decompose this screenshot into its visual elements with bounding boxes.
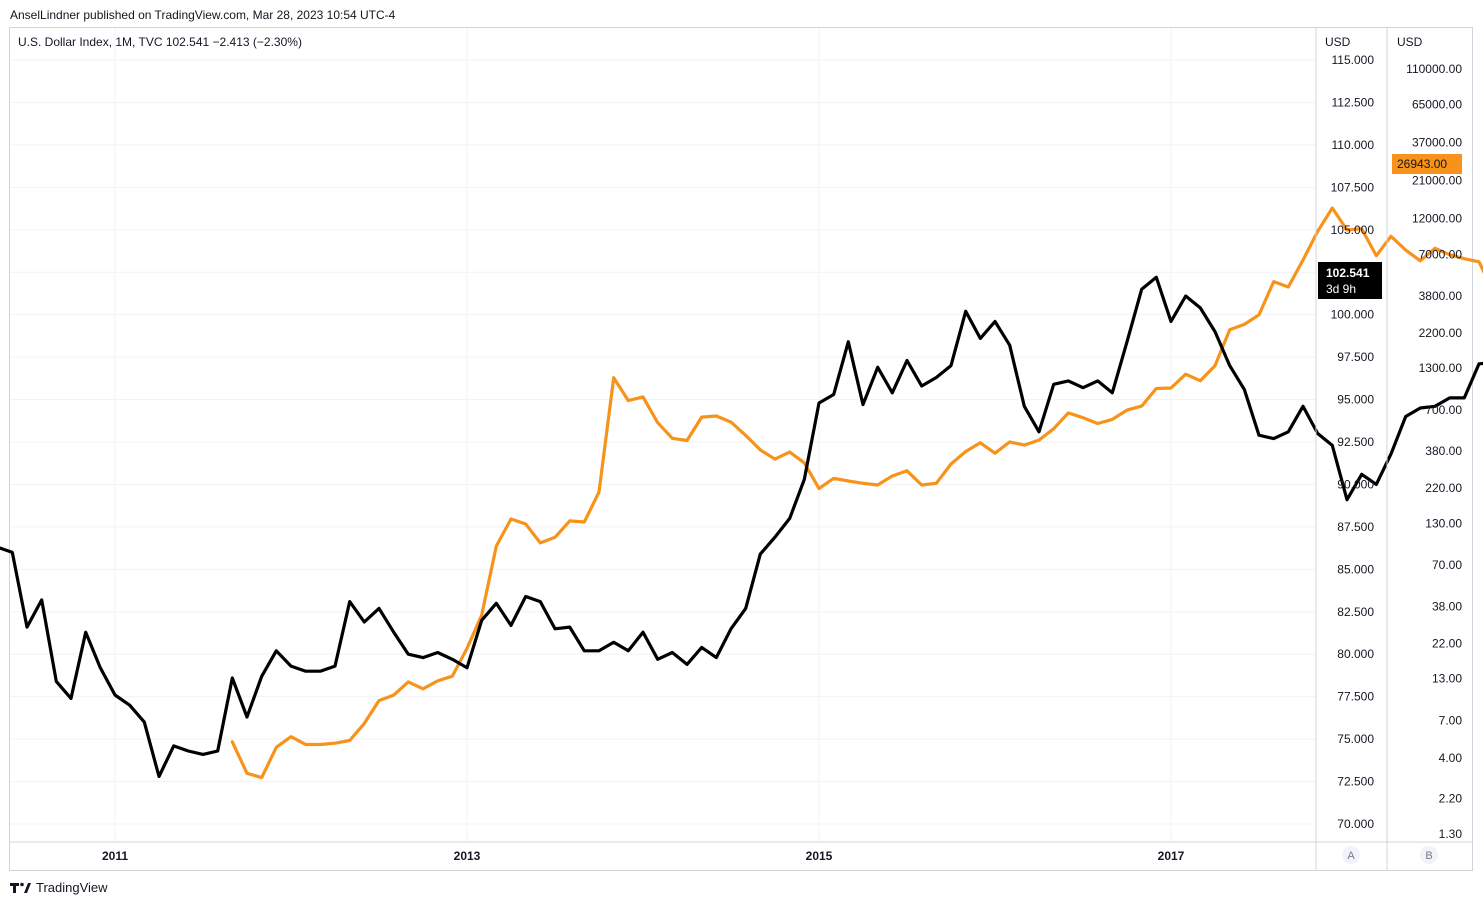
axis-a-tick-label: 100.000	[1331, 308, 1375, 322]
axis-b-tick-label: 13.00	[1432, 672, 1462, 686]
axis-b-tick-label: 380.00	[1425, 444, 1462, 458]
axis-a-tick-label: 112.500	[1332, 95, 1375, 109]
last-price-tag	[1318, 262, 1382, 299]
axis-a-scale-button-label: A	[1347, 850, 1355, 862]
axis-b-tick-label: 12000.00	[1412, 211, 1462, 225]
axis-b-tick-label: 110000.00	[1406, 62, 1462, 76]
axis-b-tick-label: 38.00	[1432, 599, 1462, 613]
time-axis-tick-label: 2011	[102, 849, 128, 863]
axis-a-tick-label: 82.500	[1337, 605, 1374, 619]
axis-b-scale-button[interactable]	[1420, 846, 1438, 864]
chart-grid	[10, 28, 1316, 842]
axis-b-tick-label: 22.00	[1432, 636, 1462, 650]
axis-b-scale-button-label: B	[1425, 850, 1432, 862]
chart-legend: U.S. Dollar Index, 1M, TVC 102.541 −2.41…	[18, 35, 302, 49]
axis-a-tick-label: 70.000	[1337, 817, 1374, 831]
axis-a-scale-button[interactable]	[1342, 846, 1360, 864]
axis-a-tick-label: 107.500	[1331, 180, 1375, 194]
axis-a-tick-label: 92.500	[1337, 435, 1374, 449]
footer-brand-label: TradingView	[36, 880, 108, 895]
axis-b-tick-label: 130.00	[1425, 516, 1462, 530]
axis-b-tick-label: 37000.00	[1412, 135, 1462, 149]
axis-a-tick-label: 75.000	[1337, 732, 1374, 746]
axis-a-tick-label: 115.000	[1332, 53, 1375, 67]
axis-b-unit: USD	[1397, 35, 1423, 49]
btc-price-tag-label: 26943.00	[1397, 157, 1447, 171]
countdown-label: 3d 9h	[1326, 282, 1356, 296]
axis-b-tick-label: 4.00	[1439, 751, 1463, 765]
time-axis-tick-label: 2017	[1158, 849, 1185, 863]
axis-b-tick-label: 1300.00	[1419, 361, 1463, 375]
axis-b-tick-label: 700.00	[1425, 403, 1462, 417]
btc-series-path	[230, 206, 1483, 780]
axis-a-tick-label: 80.000	[1337, 647, 1374, 661]
axis-a-unit: USD	[1325, 35, 1351, 49]
series-b-line	[230, 206, 1483, 780]
footer-brand[interactable]: TradingView	[10, 880, 108, 895]
axis-b-tick-label: 7000.00	[1419, 248, 1463, 262]
axis-a-tick-label: 110.000	[1332, 138, 1375, 152]
axis-a-tick-label: 90.000	[1337, 477, 1374, 491]
axis-b-tick-label: 3800.00	[1419, 289, 1463, 303]
dxy-series-path	[0, 275, 1483, 779]
axis-a-tick-label: 97.500	[1337, 350, 1374, 364]
time-axis-tick-label: 2013	[454, 849, 481, 863]
axis-a-tick-label: 77.500	[1337, 690, 1374, 704]
axis-a-tick-label: 95.000	[1337, 393, 1374, 407]
axis-b-tick-label: 2200.00	[1419, 326, 1463, 340]
axis-a-tick-label: 105.000	[1331, 223, 1375, 237]
axis-a-tick-label: 72.500	[1337, 775, 1374, 789]
axis-a-tick-label: 87.500	[1337, 520, 1374, 534]
chart-frame	[9, 27, 1473, 871]
last-price-value: 102.541	[1326, 266, 1370, 280]
series-a-line	[0, 275, 1483, 779]
axis-b-ticks: 110000.00 65000.00 37000.00 21000.00 12000.0…	[1406, 62, 1462, 841]
time-axis-tick-label: 2015	[806, 849, 833, 863]
publisher-caption: AnselLindner published on TradingView.co…	[10, 8, 396, 22]
time-axis-ticks: 2011201320152017201920212023	[102, 849, 1185, 863]
axis-b-tick-label: 21000.00	[1412, 174, 1462, 188]
axis-b-tick-label: 2.20	[1439, 792, 1463, 806]
axis-a-ticks: 115.000112.500110.000107.500105.000102.5…	[1331, 53, 1375, 831]
axis-b-tick-label: 65000.00	[1412, 97, 1462, 111]
axis-b-tick-label: 1.30	[1439, 827, 1463, 841]
axis-b-tick-label: 220.00	[1425, 481, 1462, 495]
axis-b-tick-label: 70.00	[1432, 558, 1462, 572]
btc-price-tag	[1392, 154, 1462, 174]
axis-a-tick-label: 85.000	[1337, 562, 1374, 576]
axis-b-tick-label: 7.00	[1439, 713, 1463, 727]
tradingview-logo-icon	[10, 882, 31, 893]
